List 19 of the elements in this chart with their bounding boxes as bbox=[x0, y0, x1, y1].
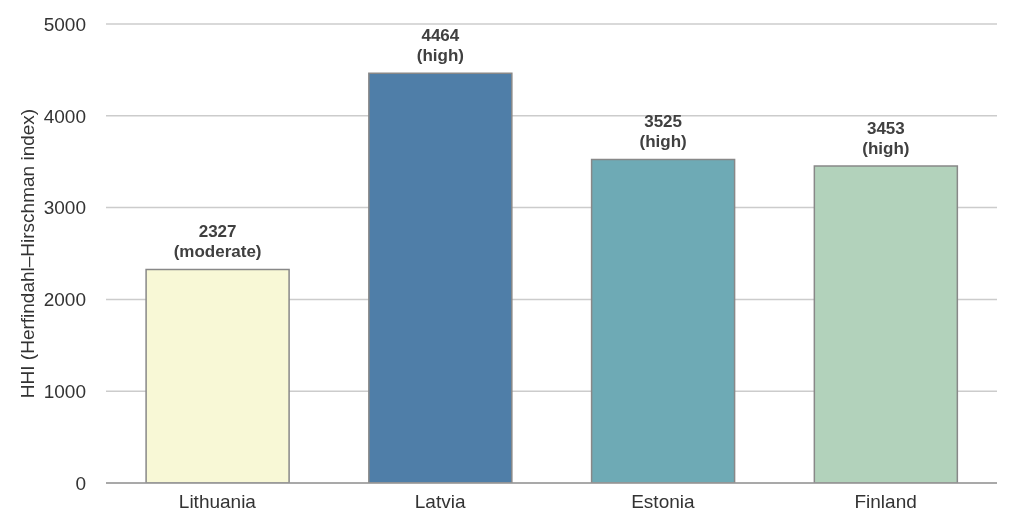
bar bbox=[590, 158, 736, 483]
data-label: 3453 (high) bbox=[862, 119, 910, 159]
x-tick-label: Finland bbox=[854, 491, 917, 513]
y-tick-label: 0 bbox=[75, 472, 86, 494]
bar bbox=[145, 268, 290, 483]
y-axis-title: HHI (Herfindahl–Hirschman index) bbox=[16, 108, 38, 399]
x-tick-label: Estonia bbox=[631, 491, 695, 513]
y-tick-label: 5000 bbox=[43, 13, 86, 35]
y-tick-label: 1000 bbox=[43, 380, 86, 402]
bar bbox=[813, 165, 959, 483]
y-tick-label: 2000 bbox=[43, 289, 86, 311]
data-label: 3525 (high) bbox=[639, 112, 687, 152]
x-tick-label: Latvia bbox=[414, 491, 466, 513]
data-label: 2327 (moderate) bbox=[173, 222, 262, 262]
bar bbox=[368, 72, 513, 483]
y-tick-label: 4000 bbox=[43, 105, 86, 127]
data-label: 4464 (high) bbox=[416, 26, 464, 66]
x-tick-label: Lithuania bbox=[178, 491, 257, 513]
y-tick-label: 3000 bbox=[43, 197, 86, 219]
